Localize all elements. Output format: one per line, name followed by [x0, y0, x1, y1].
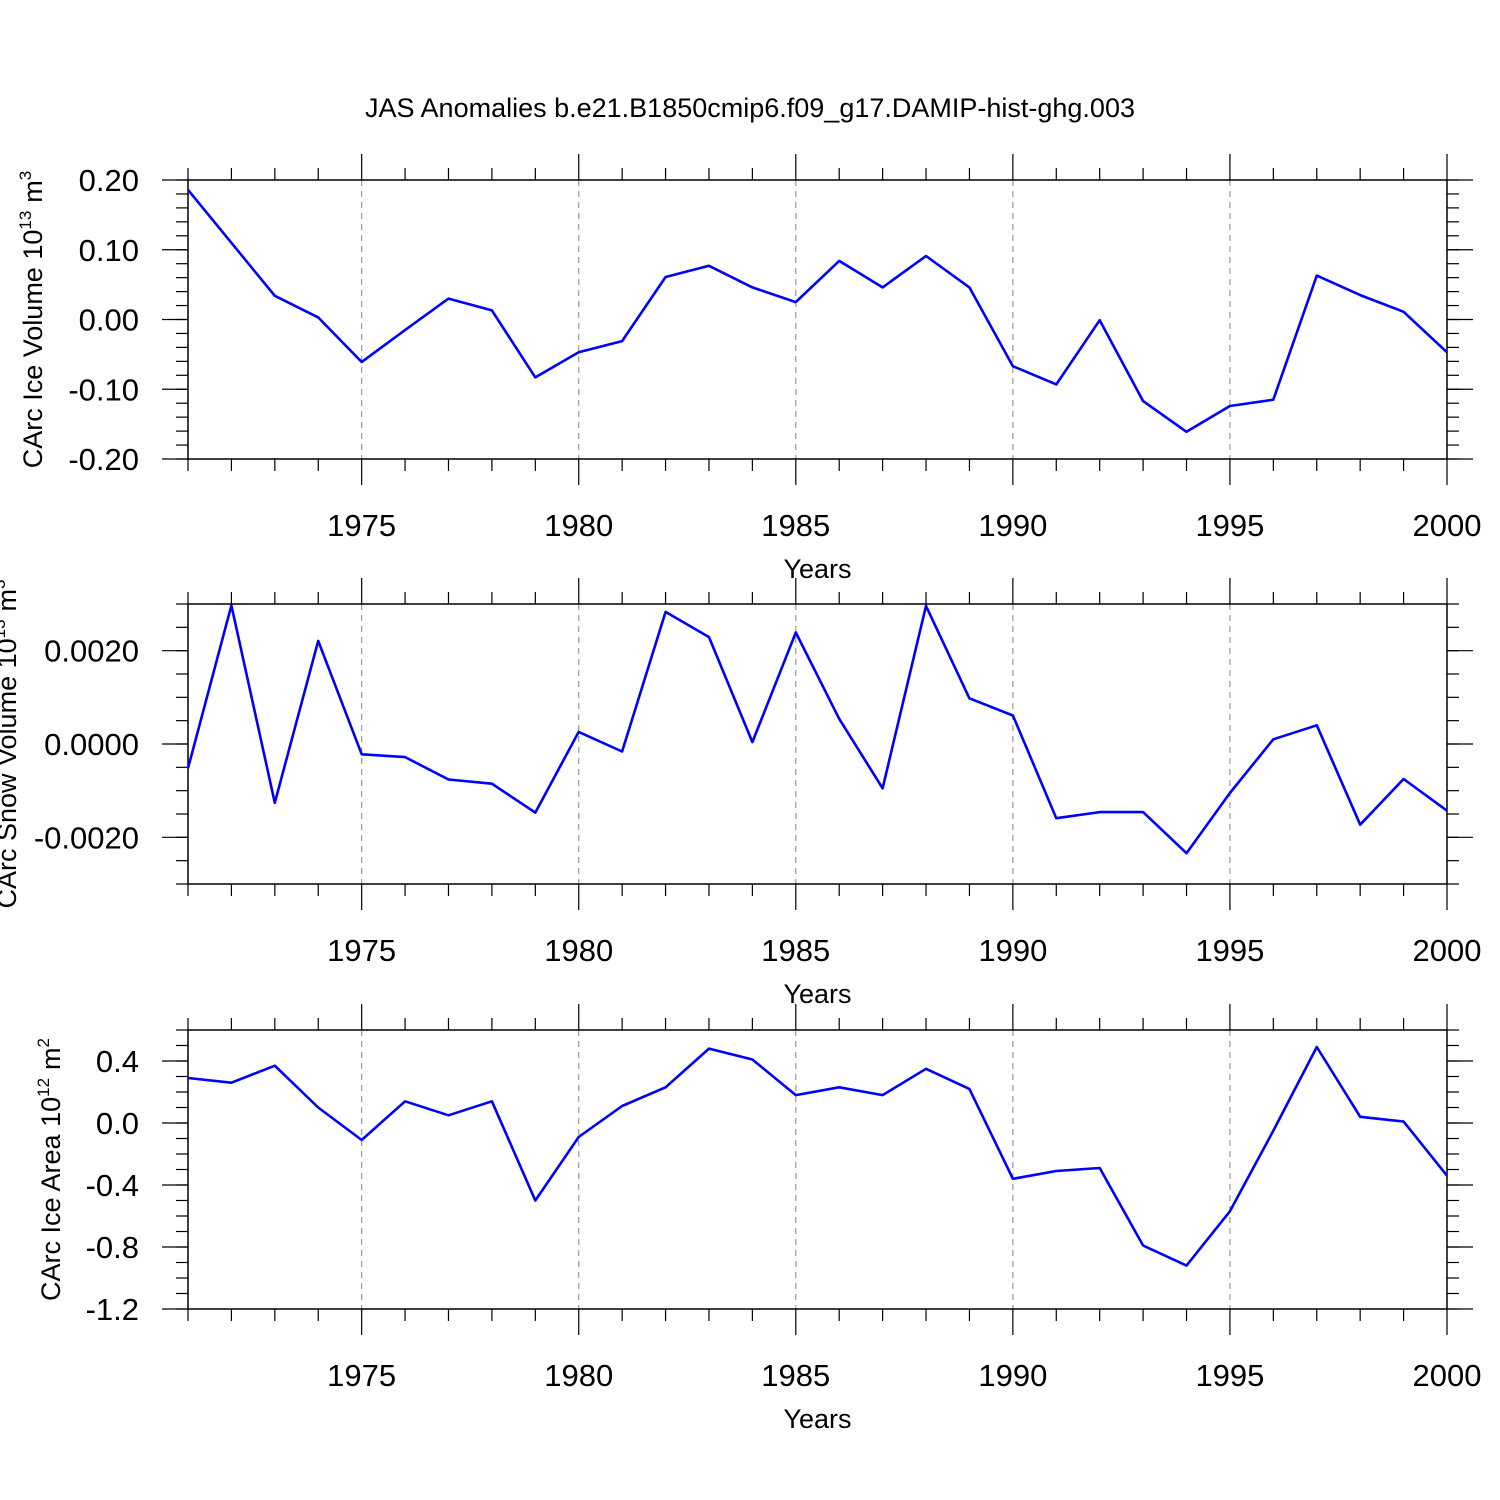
y-tick-label: -0.0020	[34, 820, 139, 855]
x-tick-label: 1975	[327, 508, 396, 543]
x-tick-label: 1975	[327, 933, 396, 968]
y-tick-label: -0.8	[86, 1230, 139, 1265]
x-tick-label: 1995	[1195, 933, 1264, 968]
y-tick-label: 0.00	[79, 303, 139, 338]
x-tick-label: 1990	[978, 508, 1047, 543]
panels: -0.20 -0.10 0.00 0.10 0.20 1975 1980 1985 1990 19…	[0, 154, 1481, 1434]
y-tick-label: -1.2	[86, 1292, 139, 1327]
y-axis-title-exponent: 13	[16, 211, 35, 230]
y-axis-title-exponent: 12	[34, 1078, 53, 1097]
y-axis-title-main: CArc Ice Volume 10	[18, 230, 48, 469]
y-tick-label: -0.10	[68, 372, 139, 407]
x-tick-label: 2000	[1413, 933, 1482, 968]
y-axis-title-unit-exponent: 3	[0, 579, 9, 588]
y-axis-title-exponent: 13	[0, 619, 9, 638]
y-axis-title: CArc Ice Volume 1013 m3	[16, 171, 48, 469]
y-axis-title-main: CArc Ice Area 10	[36, 1097, 66, 1301]
x-tick-label: 1975	[327, 1358, 396, 1393]
x-tick-label: 2000	[1413, 508, 1482, 543]
y-tick-label: 0.0020	[44, 634, 139, 669]
panel-2: -0.0020 0.0000 0.0020 1975 1980 1985 1990 1995 2…	[0, 578, 1481, 1009]
x-axis-title: Years	[783, 554, 851, 584]
x-tick-label: 1980	[544, 508, 613, 543]
y-tick-label: 0.4	[96, 1044, 139, 1079]
x-tick-label: 1985	[761, 933, 830, 968]
y-tick-label: 0.10	[79, 233, 139, 268]
plot-frame	[187, 603, 1448, 885]
y-tick-label: 0.0000	[44, 727, 139, 762]
y-tick-label: 0.0	[96, 1106, 139, 1141]
y-axis-title-unit: m	[36, 1047, 66, 1070]
chart-title: JAS Anomalies b.e21.B1850cmip6.f09_g17.D…	[365, 93, 1135, 123]
y-axis-title-unit-exponent: 3	[16, 171, 35, 180]
x-tick-label: 1990	[978, 933, 1047, 968]
y-tick-label: -0.4	[86, 1168, 139, 1203]
plot-frame	[187, 1029, 1448, 1310]
series-line	[186, 188, 1448, 434]
y-tick-label: -0.20	[68, 442, 139, 477]
panel-3: -1.2 -0.8 -0.4 0.0 0.4 1975 1980 1985 1990 1995 20…	[34, 1004, 1481, 1434]
plot-frame	[187, 179, 1448, 460]
x-tick-label: 1980	[544, 933, 613, 968]
x-tick-label: 1980	[544, 1358, 613, 1393]
y-axis-title: CArc Snow Volume 1013 m3	[0, 579, 22, 908]
x-tick-label: 1990	[978, 1358, 1047, 1393]
x-tick-label: 1995	[1195, 508, 1264, 543]
x-tick-label: 1995	[1195, 1358, 1264, 1393]
y-axis-title-unit-exponent: 2	[34, 1038, 53, 1047]
series-line	[187, 1045, 1449, 1267]
y-tick-label: 0.20	[79, 163, 139, 198]
y-axis-title-unit: m	[0, 589, 22, 612]
x-axis-title: Years	[783, 979, 851, 1009]
panel-1: -0.20 -0.10 0.00 0.10 0.20 1975 1980 1985 1990 19…	[16, 154, 1481, 584]
series-line	[186, 604, 1448, 855]
y-axis-title: CArc Ice Area 1012 m2	[34, 1038, 66, 1301]
y-axis-title-unit: m	[18, 180, 48, 203]
x-tick-label: 1985	[761, 1358, 830, 1393]
x-tick-label: 1985	[761, 508, 830, 543]
x-tick-label: 2000	[1413, 1358, 1482, 1393]
x-axis-title: Years	[783, 1404, 851, 1434]
y-axis-title-main: CArc Snow Volume 10	[0, 638, 22, 908]
